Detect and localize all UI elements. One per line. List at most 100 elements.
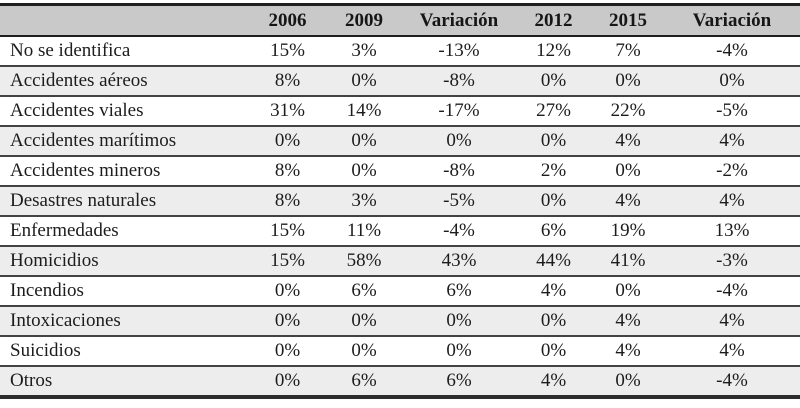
- table-row: Desastres naturales 8% 3% -5% 0% 4% 4%: [0, 186, 800, 217]
- cell-value: 0%: [250, 276, 325, 307]
- row-label: Accidentes marítimos: [0, 126, 250, 157]
- cell-value: 4%: [515, 276, 592, 307]
- cell-value: 15%: [250, 216, 325, 247]
- cell-value: 8%: [250, 186, 325, 217]
- column-header: 2012: [515, 3, 592, 37]
- table-row: Accidentes viales 31% 14% -17% 27% 22% -5%: [0, 96, 800, 127]
- row-label: Suicidios: [0, 336, 250, 367]
- table-row: Accidentes aéreos 8% 0% -8% 0% 0% 0%: [0, 66, 800, 97]
- header-row: 2006 2009 Variación 2012 2015 Variación: [0, 3, 800, 37]
- cell-value: 4%: [664, 306, 800, 337]
- cell-value: 6%: [325, 366, 403, 399]
- cell-value: 8%: [250, 156, 325, 187]
- cell-value: -8%: [403, 66, 515, 97]
- cell-value: -17%: [403, 96, 515, 127]
- cell-value: 2%: [515, 156, 592, 187]
- cell-value: 0%: [515, 66, 592, 97]
- table-row: Enfermedades 15% 11% -4% 6% 19% 13%: [0, 216, 800, 247]
- cell-value: 0%: [515, 186, 592, 217]
- cell-value: 22%: [592, 96, 664, 127]
- cell-value: 12%: [515, 36, 592, 67]
- cell-value: -8%: [403, 156, 515, 187]
- cell-value: 0%: [515, 306, 592, 337]
- corner-header: [0, 3, 250, 37]
- column-header: 2006: [250, 3, 325, 37]
- cell-value: 0%: [592, 276, 664, 307]
- cell-value: -4%: [664, 366, 800, 399]
- cell-value: 11%: [325, 216, 403, 247]
- row-label: Accidentes aéreos: [0, 66, 250, 97]
- cell-value: 0%: [325, 156, 403, 187]
- row-label: Intoxicaciones: [0, 306, 250, 337]
- cell-value: 44%: [515, 246, 592, 277]
- cell-value: -2%: [664, 156, 800, 187]
- cell-value: -4%: [403, 216, 515, 247]
- cell-value: -4%: [664, 276, 800, 307]
- cell-value: 0%: [250, 366, 325, 399]
- table-row: Intoxicaciones 0% 0% 0% 0% 4% 4%: [0, 306, 800, 337]
- cell-value: 4%: [515, 366, 592, 399]
- cell-value: 4%: [664, 336, 800, 367]
- cell-value: 0%: [515, 126, 592, 157]
- table-row: Suicidios 0% 0% 0% 0% 4% 4%: [0, 336, 800, 367]
- cell-value: 3%: [325, 186, 403, 217]
- cell-value: -5%: [664, 96, 800, 127]
- row-label: Homicidios: [0, 246, 250, 277]
- row-label: Desastres naturales: [0, 186, 250, 217]
- table-row: No se identifica 15% 3% -13% 12% 7% -4%: [0, 36, 800, 67]
- cell-value: 0%: [250, 336, 325, 367]
- cell-value: 7%: [592, 36, 664, 67]
- cell-value: 4%: [664, 186, 800, 217]
- cell-value: -13%: [403, 36, 515, 67]
- row-label: Accidentes viales: [0, 96, 250, 127]
- cell-value: 0%: [325, 126, 403, 157]
- row-label: Incendios: [0, 276, 250, 307]
- cell-value: 6%: [403, 276, 515, 307]
- row-label: Enfermedades: [0, 216, 250, 247]
- cell-value: 15%: [250, 246, 325, 277]
- cell-value: 4%: [592, 306, 664, 337]
- table-row: Incendios 0% 6% 6% 4% 0% -4%: [0, 276, 800, 307]
- cell-value: 27%: [515, 96, 592, 127]
- cell-value: 8%: [250, 66, 325, 97]
- cell-value: 0%: [325, 336, 403, 367]
- column-header: Variación: [664, 3, 800, 37]
- cell-value: 0%: [515, 336, 592, 367]
- cell-value: 0%: [592, 366, 664, 399]
- table-row: Accidentes marítimos 0% 0% 0% 0% 4% 4%: [0, 126, 800, 157]
- data-table: 2006 2009 Variación 2012 2015 Variación No se…: [0, 3, 800, 399]
- cell-value: 0%: [403, 336, 515, 367]
- row-label: No se identifica: [0, 36, 250, 67]
- table-row: Accidentes mineros 8% 0% -8% 2% 0% -2%: [0, 156, 800, 187]
- cell-value: 4%: [664, 126, 800, 157]
- column-header: Variación: [403, 3, 515, 37]
- cell-value: 0%: [592, 66, 664, 97]
- cell-value: 4%: [592, 186, 664, 217]
- cell-value: 58%: [325, 246, 403, 277]
- cell-value: -5%: [403, 186, 515, 217]
- cell-value: -3%: [664, 246, 800, 277]
- table-body: No se identifica 15% 3% -13% 12% 7% -4% Acciden…: [0, 36, 800, 399]
- cell-value: 0%: [664, 66, 800, 97]
- cell-value: 0%: [403, 126, 515, 157]
- cell-value: 6%: [403, 366, 515, 399]
- cell-value: 31%: [250, 96, 325, 127]
- row-label: Accidentes mineros: [0, 156, 250, 187]
- cell-value: 3%: [325, 36, 403, 67]
- cell-value: 13%: [664, 216, 800, 247]
- cell-value: 0%: [250, 126, 325, 157]
- cell-value: -4%: [664, 36, 800, 67]
- column-header: 2015: [592, 3, 664, 37]
- table-row: Otros 0% 6% 6% 4% 0% -4%: [0, 366, 800, 399]
- cell-value: 19%: [592, 216, 664, 247]
- cell-value: 6%: [515, 216, 592, 247]
- cell-value: 41%: [592, 246, 664, 277]
- cell-value: 0%: [403, 306, 515, 337]
- cell-value: 0%: [325, 306, 403, 337]
- cell-value: 4%: [592, 126, 664, 157]
- column-header: 2009: [325, 3, 403, 37]
- cell-value: 0%: [325, 66, 403, 97]
- cell-value: 15%: [250, 36, 325, 67]
- cell-value: 0%: [592, 156, 664, 187]
- cell-value: 14%: [325, 96, 403, 127]
